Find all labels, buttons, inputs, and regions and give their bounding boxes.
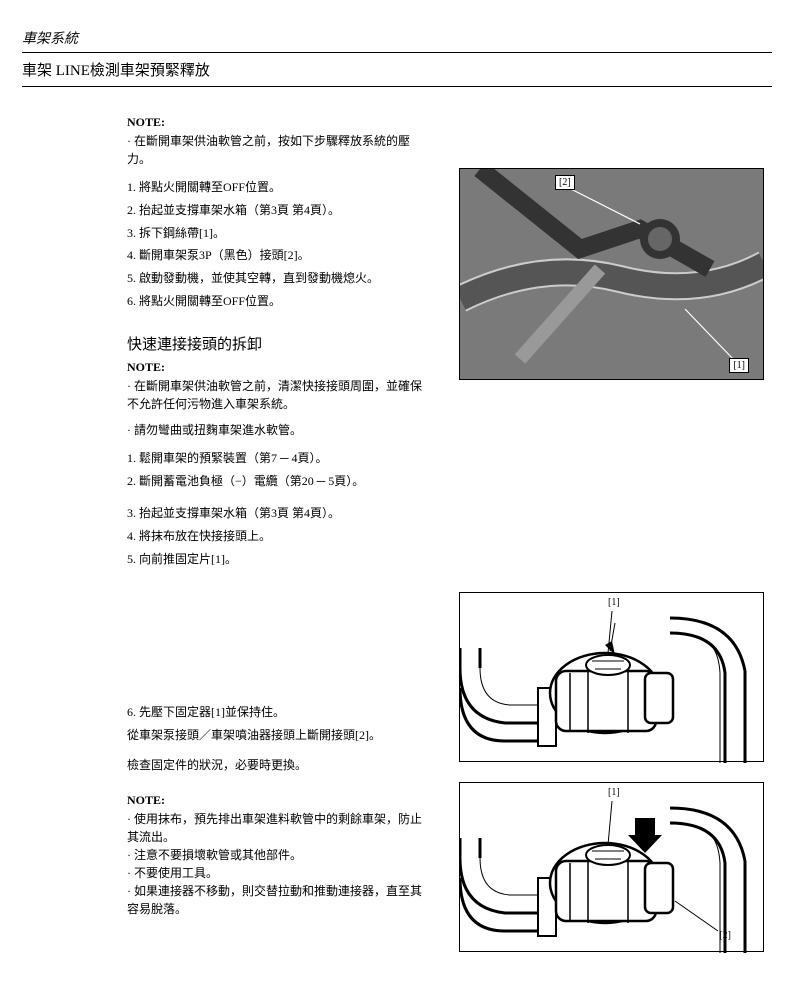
step-1-1: 1. 將點火開關轉至OFF位置。 — [127, 176, 427, 199]
section2-title: 快速連接接頭的拆卸 — [127, 333, 427, 354]
diagram-2: [1] [2] — [459, 782, 764, 952]
note-label-1: NOTE: — [127, 115, 427, 130]
step-1-6: 6. 將點火開關轉至OFF位置。 — [127, 290, 427, 313]
diagram-1: [1] — [459, 592, 764, 762]
diagram2-label-1: [1] — [608, 787, 620, 798]
page-header-top: 車架系統 — [22, 28, 772, 53]
note-text-2a: · 在斷開車架供油軟管之前，清潔快接接頭周圍，並確保不允許任何污物進入車架系統。 — [127, 377, 427, 413]
step-2-6c: 檢查固定件的狀況，必要時更換。 — [127, 754, 427, 777]
note-text-1: · 在斷開車架供油軟管之前，按如下步驟釋放系統的壓力。 — [127, 132, 427, 168]
step-1-4: 4. 斷開車架泵3P（黑色）接頭[2]。 — [127, 244, 427, 267]
step-1-3: 3. 拆下鋼絲帶[1]。 — [127, 222, 427, 245]
note-3-2: · 注意不要損壞軟管或其他部件。 — [127, 846, 427, 864]
photo-label-1: [1] — [729, 358, 749, 373]
note-3-4: · 如果連接器不移動，則交替拉動和推動連接器，直至其容易脫落。 — [127, 882, 427, 918]
step-2-3: 3. 抬起並支撐車架水箱（第3頁 第4頁）。 — [127, 502, 427, 525]
step-2-5: 5. 向前推固定片[1]。 — [127, 548, 427, 571]
note-label-2: NOTE: — [127, 360, 427, 375]
diagram2-label-2: [2] — [719, 930, 731, 941]
step-2-1: 1. 鬆開車架的預緊裝置（第7 ─ 4頁）。 — [127, 447, 427, 470]
step-2-2: 2. 斷開蓄電池負極（−）電纜（第20 ─ 5頁）。 — [127, 470, 427, 493]
note-text-2b: · 請勿彎曲或扭麴車架進水軟管。 — [127, 421, 427, 439]
diagram1-label: [1] — [608, 597, 620, 608]
note-label-3: NOTE: — [127, 793, 427, 808]
connector-diagram-2 — [460, 783, 765, 953]
step-1-5: 5. 啟動發動機，並使其空轉，直到發動機熄火。 — [127, 267, 427, 290]
photo-label-2: [2] — [555, 175, 575, 190]
connector-diagram-1 — [460, 593, 765, 763]
note-3-3: · 不要使用工具。 — [127, 864, 427, 882]
step-2-4: 4. 將抹布放在快接接頭上。 — [127, 525, 427, 548]
photo-frame: [2] [1] — [459, 168, 764, 380]
step-2-6a: 6. 先壓下固定器[1]並保持住。 — [127, 701, 427, 724]
note-3-1: · 使用抹布，預先排出車架進料軟管中的剩餘車架，防止其流出。 — [127, 810, 427, 846]
page-header-sub: 車架 LINE檢測車架預緊釋放 — [22, 59, 772, 87]
step-2-6b: 從車架泵接頭／車架噴油器接頭上斷開接頭[2]。 — [127, 724, 427, 747]
frame-photo-svg — [460, 169, 764, 380]
step-1-2: 2. 抬起並支撐車架水箱（第3頁 第4頁）。 — [127, 199, 427, 222]
